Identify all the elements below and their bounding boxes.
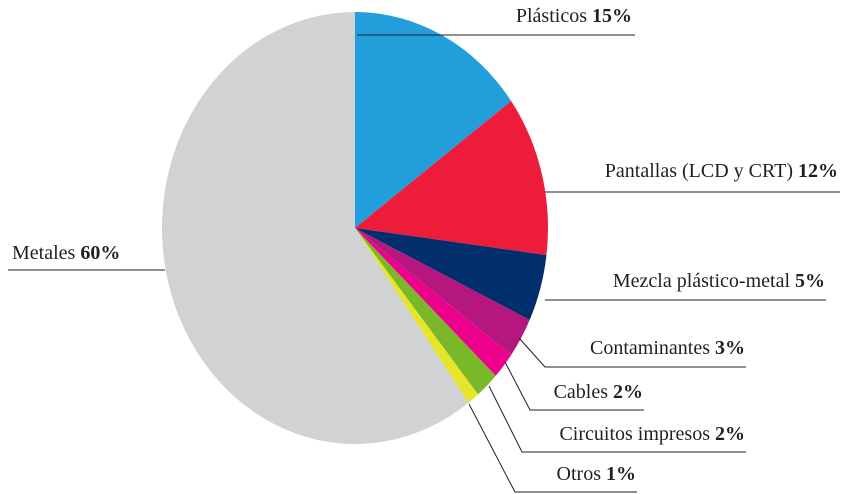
slice-value: 2% bbox=[613, 381, 643, 403]
slice-name: Cables bbox=[554, 381, 609, 403]
slice-value: 15% bbox=[592, 5, 632, 27]
slice-name: Otros bbox=[557, 463, 602, 485]
slice-name: Pantallas (LCD y CRT) bbox=[605, 160, 793, 182]
slice-label: Metales 60% bbox=[12, 242, 120, 264]
pie-slice bbox=[355, 228, 496, 395]
slice-name: Mezcla plástico-metal bbox=[613, 270, 791, 292]
leader-line bbox=[468, 403, 637, 493]
slice-value: 2% bbox=[715, 423, 745, 445]
slice-label: Cables 2% bbox=[554, 381, 643, 403]
slice-label: Pantallas (LCD y CRT) 12% bbox=[605, 160, 838, 182]
slice-name: Metales bbox=[12, 242, 76, 264]
slice-name: Plásticos bbox=[516, 5, 587, 27]
leader-line bbox=[518, 337, 746, 368]
pie-slice bbox=[162, 12, 469, 444]
slice-label: Mezcla plástico-metal 5% bbox=[613, 270, 825, 292]
slice-name: Circuitos impresos bbox=[559, 423, 710, 445]
slice-value: 1% bbox=[606, 463, 636, 485]
pie-slice bbox=[355, 101, 548, 256]
pie-slice bbox=[355, 228, 512, 376]
pie-slice bbox=[355, 228, 479, 403]
slice-value: 5% bbox=[795, 270, 825, 292]
leader-line bbox=[488, 385, 746, 453]
slice-value: 60% bbox=[80, 242, 120, 264]
pie-slice bbox=[355, 12, 512, 228]
slice-label: Circuitos impresos 2% bbox=[559, 423, 745, 445]
slice-value: 3% bbox=[715, 337, 745, 359]
pie-slice bbox=[355, 228, 547, 320]
leader-line bbox=[504, 361, 644, 411]
slice-value: 12% bbox=[798, 160, 838, 182]
pie-slice bbox=[355, 228, 530, 355]
slice-label: Contaminantes 3% bbox=[590, 337, 745, 359]
slice-label: Otros 1% bbox=[557, 463, 636, 485]
slice-label: Plásticos 15% bbox=[516, 5, 632, 27]
slice-name: Contaminantes bbox=[590, 337, 710, 359]
